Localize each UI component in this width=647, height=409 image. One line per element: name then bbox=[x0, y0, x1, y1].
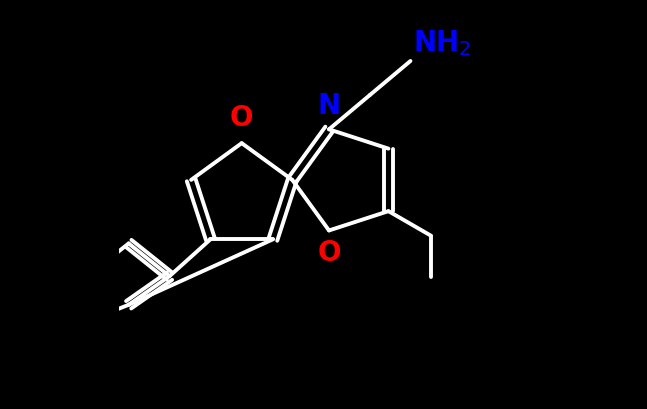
Text: O: O bbox=[317, 239, 341, 267]
Text: N: N bbox=[318, 92, 340, 120]
Text: NH$_2$: NH$_2$ bbox=[413, 28, 471, 58]
Text: O: O bbox=[230, 104, 254, 132]
